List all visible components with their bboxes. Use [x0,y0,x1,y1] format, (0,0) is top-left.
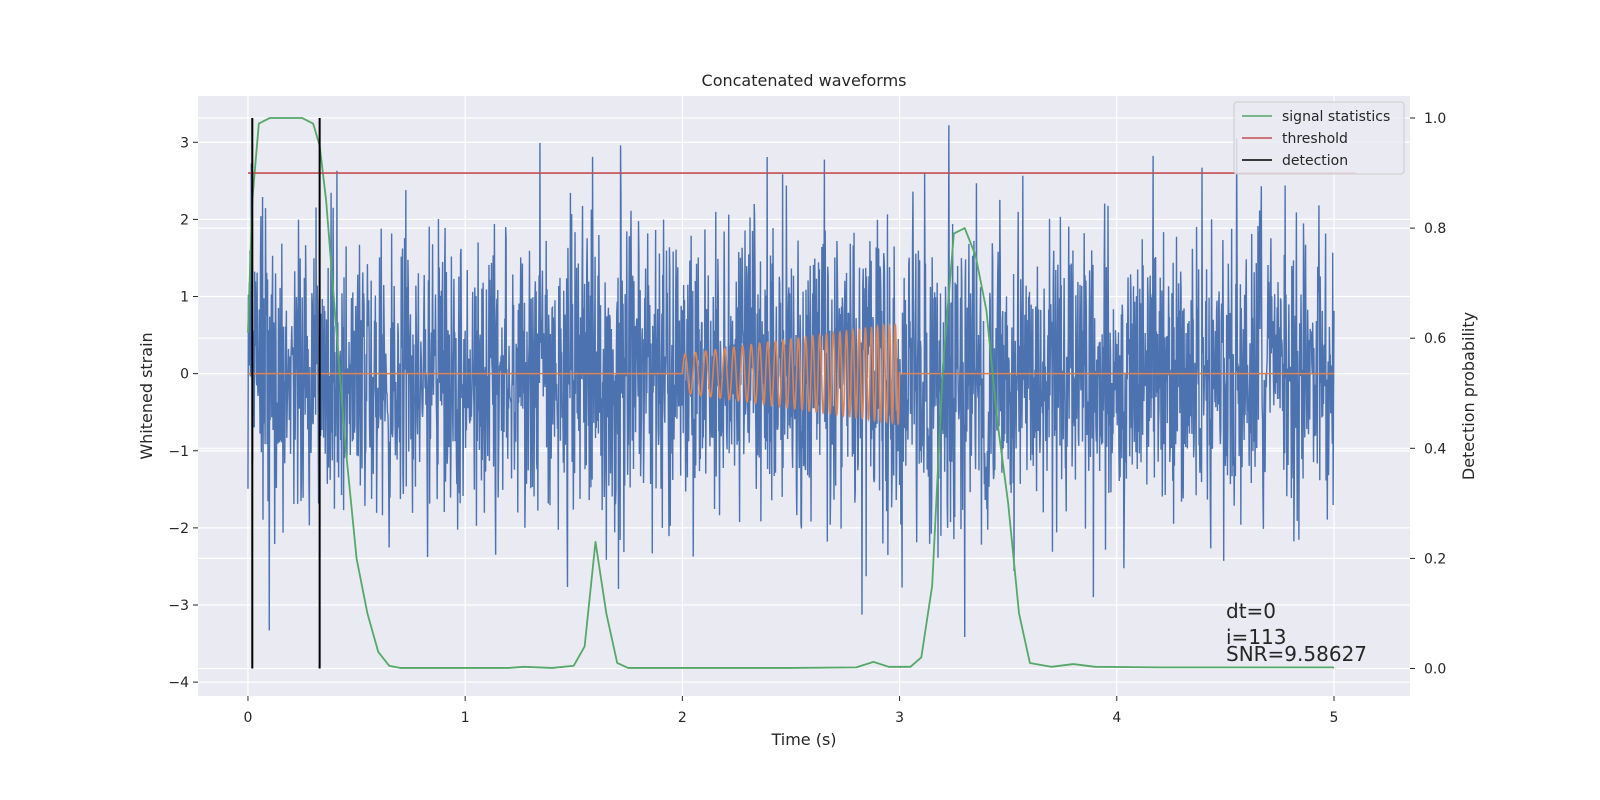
x-tick-label-3: 3 [895,710,904,726]
y-tick-label-0: −4 [168,675,189,691]
y-tick-label-3: −1 [168,444,189,460]
y-right-tick-label-4: 0.8 [1424,221,1446,237]
x-tick-label-1: 1 [461,710,470,726]
x-axis-label: Time (s) [770,730,836,749]
right-axis-ticks: 0.0 0.2 0.4 0.6 0.8 1.0 [1410,111,1446,677]
y-tick-label-7: 3 [180,135,189,151]
right-axis-series [247,117,1356,669]
series-whitened-strain [247,125,1335,638]
y-right-tick-label-0: 0.0 [1424,661,1446,677]
signal-statistics-line [247,117,1334,669]
y-right-tick-label-1: 0.2 [1424,551,1446,567]
y-tick-label-5: 1 [180,290,189,306]
legend-label-detection: detection [1282,153,1348,169]
x-tick-label-4: 4 [1112,710,1121,726]
legend: signal statistics threshold detection [1233,101,1405,175]
annotation-snr: SNR=9.58627 [1226,642,1367,666]
x-tick-label-5: 5 [1330,710,1339,726]
annotation-index: i=113 [1226,625,1287,649]
y-tick-label-6: 2 [180,212,189,228]
y-right-tick-label-5: 1.0 [1424,111,1446,127]
left-axis-ticks: −4 −3 −2 −1 0 1 2 3 [168,135,198,691]
chirp-line [247,322,1334,427]
annotation-dt: dt=0 [1226,599,1276,623]
y-tick-label-1: −3 [168,598,189,614]
y-axis-label-right: Detection probability [1459,312,1478,480]
y-right-tick-label-3: 0.6 [1424,331,1446,347]
y-right-tick-label-2: 0.4 [1424,441,1446,457]
legend-box [1233,101,1405,175]
y-tick-label-4: 0 [180,367,189,383]
x-tick-label-0: 0 [243,710,252,726]
legend-label-signal-statistics: signal statistics [1282,109,1390,125]
y-tick-label-2: −2 [168,521,189,537]
series-injected-signal [247,322,1334,427]
x-axis-ticks: 0 1 2 3 4 5 [243,696,1338,726]
x-tick-label-2: 2 [678,710,687,726]
noise-line [247,125,1335,638]
chart-title: Concatenated waveforms [702,71,907,90]
legend-label-threshold: threshold [1282,131,1348,147]
y-axis-label: Whitened strain [137,332,156,459]
